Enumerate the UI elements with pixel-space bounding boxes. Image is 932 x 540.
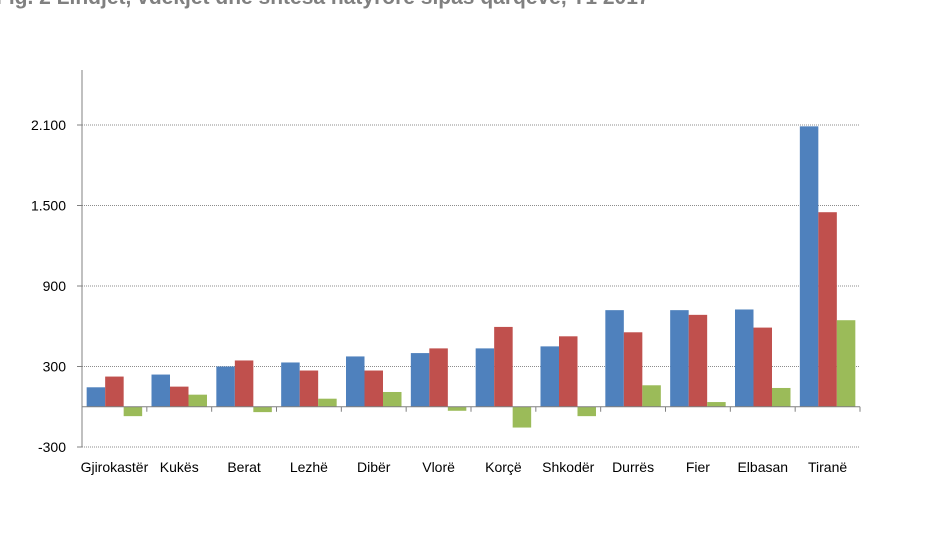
- bar: [346, 356, 365, 407]
- x-category-label: Vlorë: [422, 459, 455, 475]
- bar: [318, 398, 337, 407]
- bar: [364, 370, 383, 407]
- bar: [836, 320, 856, 407]
- bar: [105, 376, 124, 407]
- bar: [642, 385, 661, 407]
- bar: [559, 336, 578, 407]
- bar: [540, 346, 559, 407]
- bar: [383, 391, 402, 407]
- bar: [253, 406, 272, 413]
- axes: [77, 70, 861, 448]
- x-category-label: Tiranë: [808, 459, 847, 475]
- bar: [216, 366, 235, 407]
- x-category-label: Korçë: [485, 459, 522, 475]
- x-category-label: Fier: [686, 459, 710, 475]
- bar: [281, 362, 300, 407]
- bar: [605, 310, 624, 407]
- x-category-label: Shkodër: [542, 459, 594, 475]
- bar: [188, 394, 207, 407]
- gridlines: [82, 124, 860, 448]
- bar: [753, 327, 772, 407]
- bar: [670, 310, 689, 407]
- bar: [299, 370, 319, 407]
- bars: [86, 126, 856, 428]
- bar: [410, 353, 430, 407]
- x-category-label: Kukës: [160, 459, 199, 475]
- bar: [123, 406, 143, 417]
- x-category-label: Elbasan: [737, 459, 788, 475]
- chart-title: Fig. 2 Lindjet, vdekjet dhe shtesa natyr…: [0, 0, 932, 10]
- x-category-label: Durrës: [612, 459, 654, 475]
- y-tick-label: 300: [43, 359, 67, 375]
- bar: [151, 374, 170, 407]
- labels: -300 300 900 1.500 2.100 Gjirokastër Kukës Bera…: [31, 117, 847, 475]
- bar: [623, 332, 643, 407]
- x-category-label: Lezhë: [290, 459, 328, 475]
- x-category-label: Dibër: [357, 459, 391, 475]
- bar: [447, 406, 467, 411]
- bar: [735, 309, 754, 407]
- y-tick-label: 2.100: [31, 117, 66, 133]
- y-tick-label: 900: [43, 278, 67, 294]
- bar: [494, 326, 513, 407]
- x-category-label: Berat: [227, 459, 261, 475]
- bar: [688, 314, 708, 407]
- bar: [429, 348, 448, 407]
- bar: [170, 386, 189, 407]
- y-tick-label: 1.500: [31, 198, 66, 214]
- bar: [799, 126, 819, 407]
- x-category-label: Gjirokastër: [81, 459, 149, 475]
- bar: [475, 348, 495, 407]
- bar: [772, 387, 791, 407]
- bar: [234, 360, 254, 407]
- y-tick-label: -300: [38, 439, 66, 455]
- bar: [577, 406, 596, 417]
- bar: [818, 212, 837, 407]
- bar: [86, 387, 106, 407]
- bar: [512, 406, 532, 428]
- bar: [707, 402, 726, 407]
